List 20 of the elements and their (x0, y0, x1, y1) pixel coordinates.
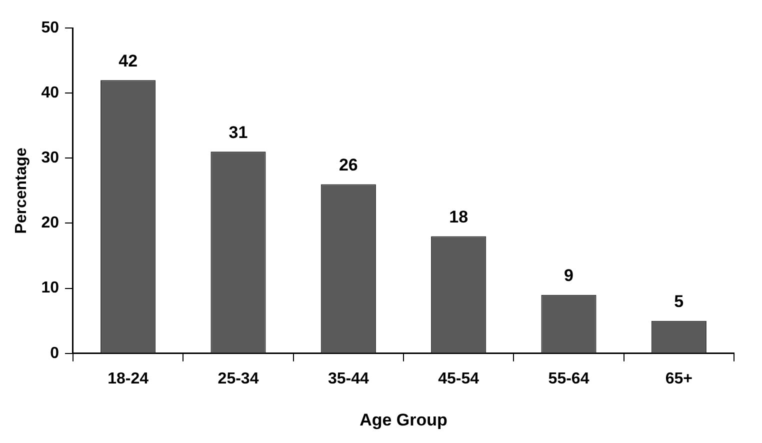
x-tick-label: 35-44 (328, 370, 369, 388)
x-tick-label: 18-24 (108, 370, 149, 388)
y-tick-label: 30 (41, 150, 60, 167)
data-label: 5 (674, 292, 684, 312)
data-label: 42 (118, 51, 138, 70)
data-label: 18 (449, 207, 468, 226)
data-label: 26 (338, 155, 358, 174)
data-label: 31 (228, 122, 248, 142)
x-tick-label: 25-34 (218, 370, 259, 388)
y-tick-label: 0 (50, 344, 60, 362)
y-tick-label: 10 (41, 280, 60, 297)
x-tick-label: 55-64 (548, 370, 590, 388)
x-tick-label: 65+ (665, 370, 692, 388)
y-axis-title: Percentage (13, 147, 30, 234)
data-label: 9 (564, 266, 574, 286)
y-tick-label: 20 (41, 214, 60, 232)
y-tick-label: 50 (41, 19, 60, 36)
x-axis-title: Age Group (360, 410, 448, 430)
x-tick-label: 45-54 (438, 370, 480, 388)
y-tick-label: 40 (41, 84, 60, 102)
